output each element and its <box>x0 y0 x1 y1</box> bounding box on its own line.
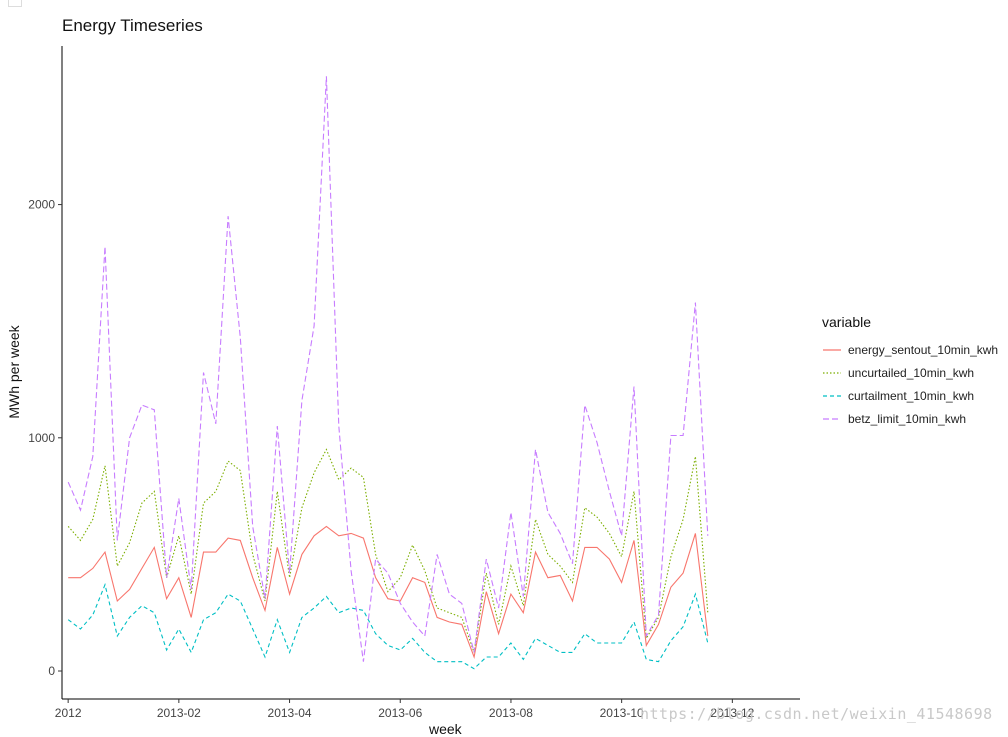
chart-title: Energy Timeseries <box>62 16 203 35</box>
series-line-curtailment-10min-kwh <box>67 582 709 670</box>
watermark-text: https://blog.csdn.net/weixin_41548698 <box>640 705 993 723</box>
legend-key <box>823 394 841 397</box>
corner-artifact <box>8 0 22 7</box>
legend-item-energy-sentout-10min-kwh: energy_sentout_10min_kwh <box>822 338 998 361</box>
x-tick-label: 2013-06 <box>378 706 422 720</box>
x-tick-label: 2013-04 <box>268 706 312 720</box>
y-tick-label: 0 <box>48 664 55 678</box>
x-tick-label: 2012 <box>55 706 82 720</box>
x-axis-label: week <box>429 721 462 737</box>
legend-label: uncurtailed_10min_kwh <box>848 365 975 380</box>
x-tick-label: 2013-08 <box>489 706 533 720</box>
legend-label: curtailment_10min_kwh <box>848 388 975 403</box>
y-tick-label: 2000 <box>28 198 55 212</box>
legend-item-betz-limit-10min-kwh: betz_limit_10min_kwh <box>822 407 998 430</box>
legend-title: variable <box>822 314 872 330</box>
legend-label: betz_limit_10min_kwh <box>848 411 967 426</box>
series-line-betz-limit-10min-kwh <box>67 76 709 662</box>
legend-key <box>823 371 841 374</box>
y-tick-label: 1000 <box>28 431 55 445</box>
legend-key <box>823 348 841 351</box>
x-tick-label: 2013-02 <box>157 706 201 720</box>
series-line-uncurtailed-10min-kwh <box>67 448 709 653</box>
x-tick-label: 2013-10 <box>600 706 644 720</box>
x-tick-label: 2013-12 <box>710 706 754 720</box>
series-line-energy-sentout-10min-kwh <box>68 525 709 660</box>
y-axis-label: MWh per week <box>6 325 22 419</box>
legend-item-curtailment-10min-kwh: curtailment_10min_kwh <box>822 384 998 407</box>
legend-item-uncurtailed-10min-kwh: uncurtailed_10min_kwh <box>822 361 998 384</box>
legend-key <box>823 417 841 420</box>
legend-label: energy_sentout_10min_kwh <box>848 342 999 357</box>
